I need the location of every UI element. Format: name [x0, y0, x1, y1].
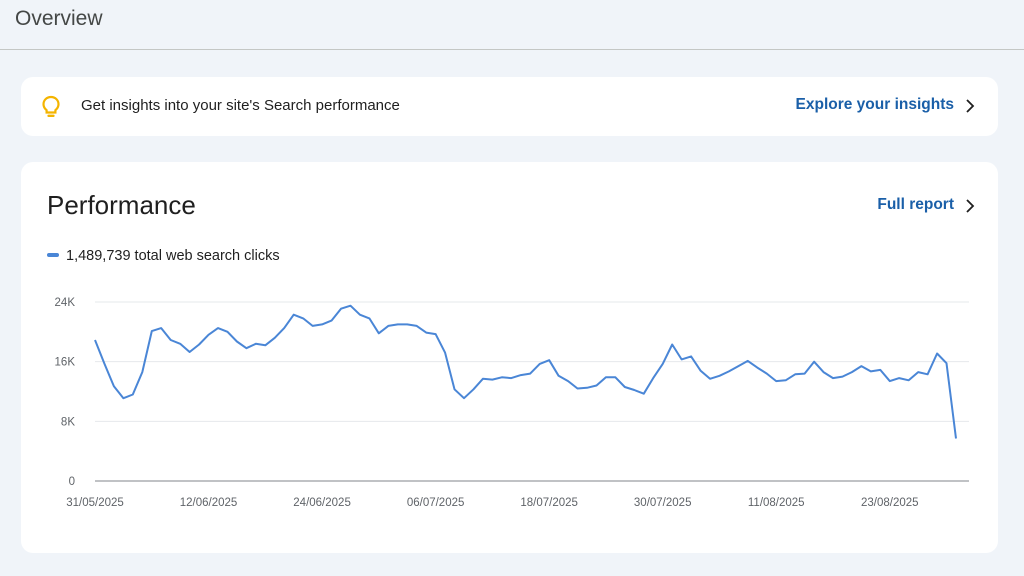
x-tick-label: 12/06/2025	[180, 497, 238, 509]
header-bar: Overview	[0, 0, 1024, 50]
x-tick-label: 06/07/2025	[407, 497, 465, 509]
series-line-web-search-clicks	[94, 304, 957, 439]
full-report-link[interactable]: Full report	[877, 196, 954, 213]
x-tick-label: 30/07/2025	[634, 497, 692, 509]
chevron-right-icon[interactable]	[965, 199, 975, 213]
insights-card[interactable]: Get insights into your site's Search per…	[21, 77, 998, 136]
x-tick-label: 23/08/2025	[861, 497, 919, 509]
performance-card: Performance Full report 1,489,739 total …	[21, 162, 998, 553]
lightbulb-icon	[42, 95, 60, 117]
page-title: Overview	[15, 7, 103, 30]
chevron-right-icon[interactable]	[965, 99, 975, 113]
x-tick-label: 18/07/2025	[520, 497, 578, 509]
x-tick-label: 24/06/2025	[293, 497, 351, 509]
performance-title: Performance	[47, 190, 196, 220]
y-tick-label: 16K	[55, 357, 76, 369]
legend-label: 1,489,739 total web search clicks	[66, 248, 280, 264]
y-tick-label: 8K	[61, 416, 75, 428]
insights-text: Get insights into your site's Search per…	[81, 97, 400, 114]
x-tick-label: 31/05/2025	[66, 497, 124, 509]
y-tick-label: 24K	[55, 297, 76, 309]
chart-legend: 1,489,739 total web search clicks	[47, 248, 280, 264]
clicks-line-chart: 0 8K 16K 24K 31/05/2025 12/06/2025 24/06/2025 0…	[55, 297, 969, 509]
legend-swatch	[47, 253, 59, 258]
x-tick-label: 11/08/2025	[748, 497, 805, 509]
y-tick-label: 0	[69, 476, 75, 488]
explore-insights-link[interactable]: Explore your insights	[795, 96, 954, 113]
